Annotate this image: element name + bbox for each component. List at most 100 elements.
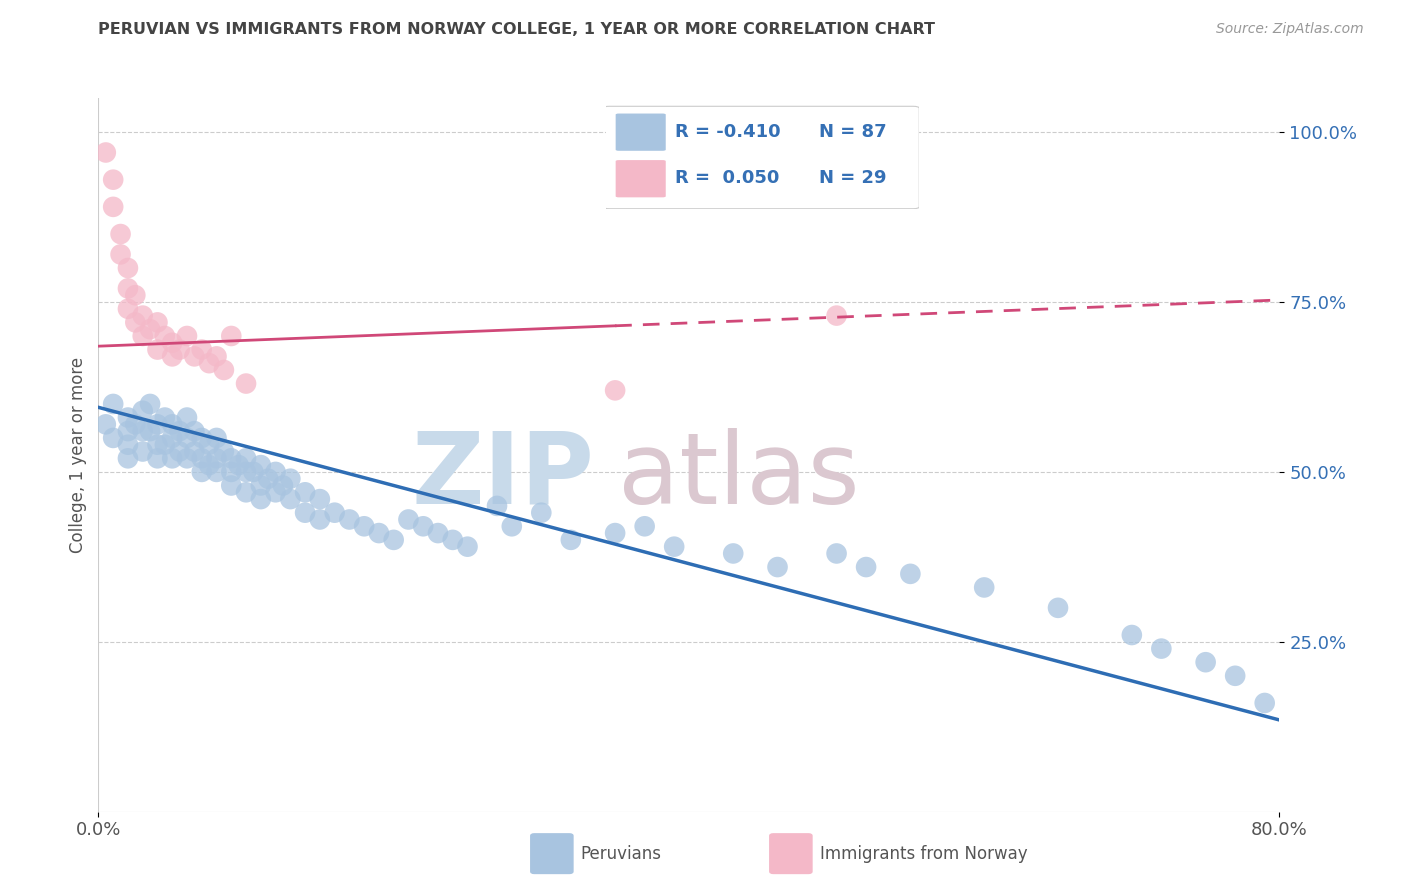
- Point: [205, 465, 228, 479]
- Point: [766, 560, 789, 574]
- Point: [605, 384, 627, 398]
- Point: [235, 485, 257, 500]
- Point: [235, 376, 257, 391]
- Point: [110, 247, 132, 261]
- Point: [117, 281, 139, 295]
- Point: [228, 458, 250, 472]
- Point: [219, 465, 242, 479]
- FancyBboxPatch shape: [603, 106, 920, 209]
- Point: [132, 309, 155, 323]
- Point: [605, 526, 627, 541]
- Point: [219, 451, 242, 466]
- Point: [103, 397, 125, 411]
- Text: Source: ZipAtlas.com: Source: ZipAtlas.com: [1216, 22, 1364, 37]
- Point: [198, 458, 221, 472]
- Point: [212, 363, 235, 377]
- Point: [633, 519, 655, 533]
- Point: [412, 519, 434, 533]
- Point: [294, 485, 316, 500]
- Point: [139, 397, 162, 411]
- Point: [1121, 628, 1143, 642]
- Point: [153, 329, 176, 343]
- Point: [176, 329, 198, 343]
- Point: [169, 424, 191, 438]
- Point: [294, 506, 316, 520]
- Point: [117, 301, 139, 316]
- Point: [973, 581, 995, 595]
- Point: [124, 288, 146, 302]
- FancyBboxPatch shape: [616, 160, 665, 197]
- Point: [103, 431, 125, 445]
- Point: [146, 451, 169, 466]
- Point: [153, 410, 176, 425]
- Point: [530, 506, 553, 520]
- Point: [162, 335, 183, 350]
- Point: [382, 533, 405, 547]
- Point: [146, 438, 169, 452]
- Text: Peruvians: Peruvians: [581, 845, 662, 863]
- Point: [323, 506, 346, 520]
- Point: [278, 472, 302, 486]
- Point: [257, 472, 280, 486]
- Point: [132, 403, 155, 417]
- Point: [162, 417, 183, 432]
- Point: [235, 451, 257, 466]
- Text: N = 87: N = 87: [820, 123, 887, 141]
- Point: [205, 350, 228, 364]
- Point: [139, 424, 162, 438]
- Point: [721, 546, 744, 560]
- Point: [501, 519, 523, 533]
- Y-axis label: College, 1 year or more: College, 1 year or more: [69, 357, 87, 553]
- Point: [132, 444, 155, 458]
- Point: [855, 560, 877, 574]
- Point: [124, 315, 146, 329]
- Point: [250, 478, 273, 492]
- Point: [191, 465, 214, 479]
- Point: [205, 431, 228, 445]
- Text: atlas: atlas: [619, 428, 859, 524]
- Point: [146, 315, 169, 329]
- Point: [205, 451, 228, 466]
- Point: [271, 478, 294, 492]
- Point: [212, 444, 235, 458]
- Point: [250, 492, 273, 507]
- Point: [1223, 669, 1246, 683]
- Point: [183, 424, 205, 438]
- FancyBboxPatch shape: [616, 113, 665, 151]
- Point: [486, 499, 509, 513]
- Point: [183, 350, 205, 364]
- Point: [825, 309, 848, 323]
- Point: [337, 512, 360, 526]
- Point: [900, 566, 922, 581]
- Point: [94, 145, 117, 160]
- Point: [396, 512, 419, 526]
- Point: [1254, 696, 1277, 710]
- Point: [117, 438, 139, 452]
- Point: [1046, 600, 1069, 615]
- Point: [162, 350, 183, 364]
- Point: [560, 533, 582, 547]
- Point: [117, 410, 139, 425]
- Point: [176, 431, 198, 445]
- Point: [146, 417, 169, 432]
- Point: [183, 444, 205, 458]
- Point: [219, 329, 242, 343]
- Point: [117, 451, 139, 466]
- Point: [664, 540, 686, 554]
- Point: [264, 485, 287, 500]
- Point: [242, 465, 264, 479]
- Text: PERUVIAN VS IMMIGRANTS FROM NORWAY COLLEGE, 1 YEAR OR MORE CORRELATION CHART: PERUVIAN VS IMMIGRANTS FROM NORWAY COLLE…: [98, 22, 935, 37]
- Text: R = -0.410: R = -0.410: [675, 123, 780, 141]
- Point: [124, 417, 146, 432]
- Point: [198, 438, 221, 452]
- Point: [191, 451, 214, 466]
- Point: [110, 227, 132, 241]
- Point: [1150, 641, 1173, 656]
- Text: Immigrants from Norway: Immigrants from Norway: [820, 845, 1028, 863]
- Point: [456, 540, 478, 554]
- Point: [441, 533, 464, 547]
- Point: [139, 322, 162, 336]
- Point: [1195, 655, 1218, 669]
- Text: N = 29: N = 29: [820, 169, 887, 187]
- Point: [368, 526, 391, 541]
